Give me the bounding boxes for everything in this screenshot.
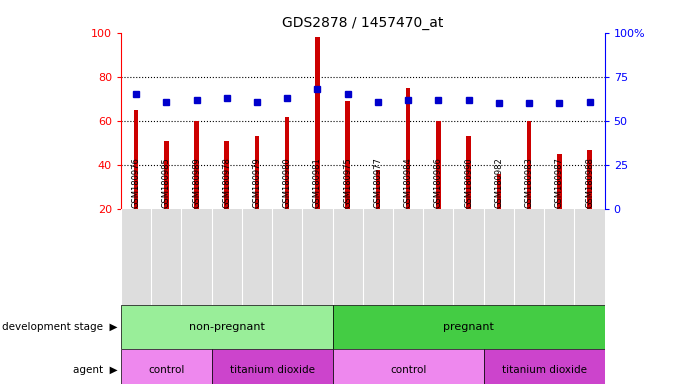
Bar bbox=[436, 121, 441, 209]
Text: development stage  ▶: development stage ▶ bbox=[2, 322, 117, 333]
Text: titanium dioxide: titanium dioxide bbox=[229, 364, 314, 375]
Bar bbox=[332, 305, 605, 349]
Bar bbox=[225, 141, 229, 209]
Bar bbox=[497, 174, 501, 209]
Bar bbox=[285, 117, 290, 209]
Text: titanium dioxide: titanium dioxide bbox=[502, 364, 587, 375]
Text: control: control bbox=[148, 364, 184, 375]
Bar bbox=[346, 101, 350, 209]
Bar bbox=[121, 305, 332, 349]
Text: pregnant: pregnant bbox=[443, 322, 494, 333]
Bar bbox=[587, 150, 591, 209]
Bar bbox=[255, 136, 259, 209]
Bar bbox=[134, 110, 138, 209]
Text: non-pregnant: non-pregnant bbox=[189, 322, 265, 333]
Text: control: control bbox=[390, 364, 426, 375]
Title: GDS2878 / 1457470_at: GDS2878 / 1457470_at bbox=[282, 16, 444, 30]
Bar bbox=[332, 349, 484, 384]
Bar bbox=[121, 349, 211, 384]
Bar bbox=[194, 121, 199, 209]
Bar bbox=[406, 88, 410, 209]
Bar bbox=[211, 349, 332, 384]
Text: agent  ▶: agent ▶ bbox=[73, 364, 117, 375]
Bar bbox=[376, 170, 380, 209]
Bar bbox=[164, 141, 169, 209]
Bar bbox=[527, 121, 531, 209]
Bar bbox=[315, 37, 320, 209]
Bar bbox=[484, 349, 605, 384]
Bar bbox=[466, 136, 471, 209]
Bar bbox=[557, 154, 562, 209]
